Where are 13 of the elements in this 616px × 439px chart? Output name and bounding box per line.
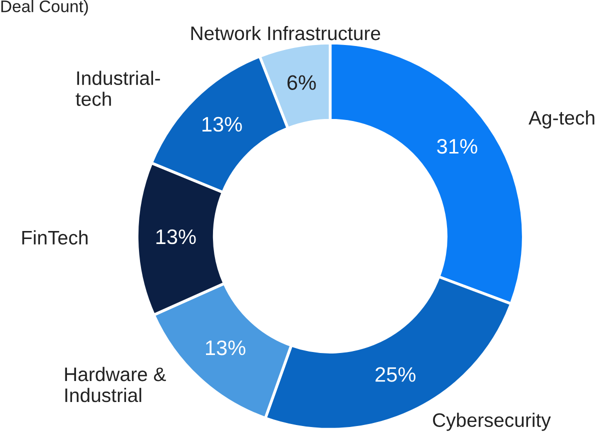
slice-label: FinTech bbox=[22, 230, 88, 245]
slice-label: Industrial- tech bbox=[76, 70, 160, 106]
data-label: 25% bbox=[376, 367, 416, 382]
data-label: 13% bbox=[202, 116, 242, 132]
chart-title: Deal Count) bbox=[1, 0, 88, 16]
data-label: 6% bbox=[288, 75, 316, 90]
slice-label: Ag-tech bbox=[528, 110, 594, 129]
slice-label: Hardware & Industrial bbox=[65, 366, 166, 402]
slice-label: Network Infrastructure bbox=[191, 26, 380, 40]
data-label: 13% bbox=[156, 229, 196, 244]
data-label: 31% bbox=[437, 138, 478, 154]
data-label: 13% bbox=[206, 340, 246, 356]
slice-label: Cybersecurity bbox=[433, 412, 551, 431]
